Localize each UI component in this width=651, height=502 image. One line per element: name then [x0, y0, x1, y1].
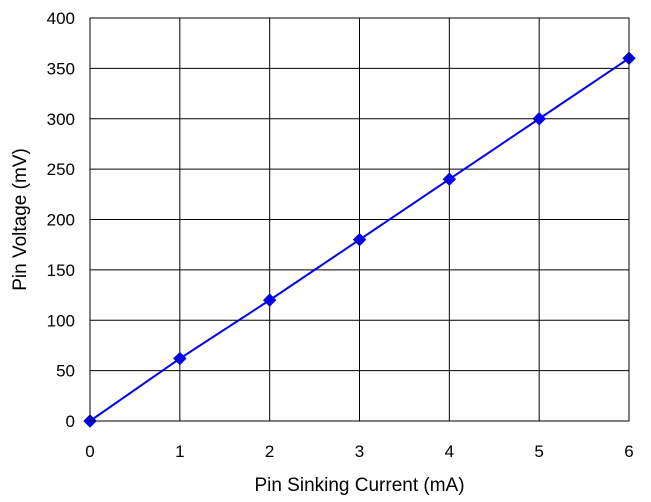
- data-point: [532, 112, 546, 126]
- tick-labels: 0 1 2 3 4 5 6 0 50 100 150 200 250 300 350 400: [47, 9, 634, 461]
- y-tick-label: 350: [47, 59, 75, 78]
- x-axis-title: Pin Sinking Current (mA): [254, 475, 464, 496]
- y-tick-label: 100: [47, 311, 75, 330]
- data-point: [173, 351, 187, 366]
- data-point: [352, 232, 367, 247]
- x-tick-label: 1: [175, 442, 184, 461]
- y-tick-label: 0: [66, 412, 75, 431]
- grid: [89, 17, 630, 422]
- series-layer: [83, 51, 636, 428]
- plot-area-border: [89, 17, 630, 422]
- data-point: [262, 293, 277, 307]
- x-tick-label: 2: [265, 442, 274, 461]
- x-tick-label: 3: [355, 442, 364, 461]
- x-tick-label: 4: [445, 442, 454, 461]
- y-tick-label: 300: [47, 110, 75, 129]
- y-tick-label: 250: [47, 160, 75, 179]
- y-tick-label: 400: [47, 9, 75, 28]
- x-tick-label: 0: [85, 442, 94, 461]
- data-point: [442, 172, 457, 186]
- x-tick-label: 6: [624, 442, 633, 461]
- x-tick-label: 5: [534, 442, 543, 461]
- y-tick-label: 150: [47, 261, 75, 280]
- y-tick-label: 200: [47, 211, 75, 230]
- y-axis-title: Pin Voltage (mV): [10, 148, 31, 291]
- y-tick-label: 50: [56, 362, 75, 381]
